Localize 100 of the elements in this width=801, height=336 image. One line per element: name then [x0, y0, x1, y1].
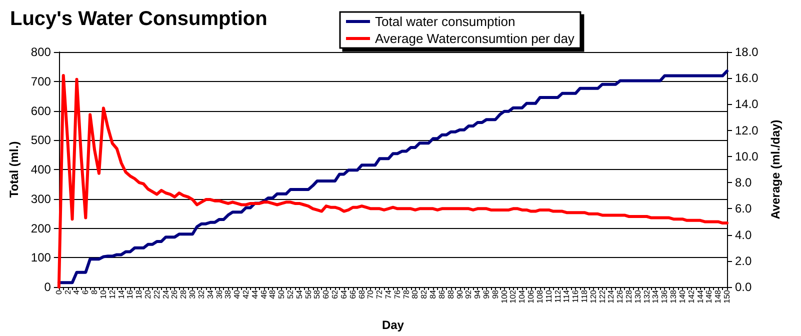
x-tick-label: 54: [294, 289, 304, 299]
y2-tick-label: 18.0: [735, 45, 759, 59]
x-tick-label: 148: [714, 289, 723, 304]
x-tick-label: 100: [500, 289, 509, 304]
y2-tick-label: 0.0: [735, 280, 752, 294]
x-tick-label: 72: [375, 289, 384, 299]
y2-axis-title: Average (ml./day): [768, 120, 782, 220]
x-tick-label: 94: [473, 289, 482, 299]
y2-tick-label: 16.0: [735, 71, 759, 86]
x-tick-label: 0: [54, 289, 64, 294]
y2-tick-label: 10.0: [735, 149, 759, 164]
y2-tick-label: 14.0: [735, 97, 759, 112]
y-tick-label: 100: [30, 250, 52, 265]
x-tick-label: 70: [366, 289, 376, 299]
x-tick-label: 110: [544, 289, 554, 303]
y-tick-label: 500: [30, 133, 52, 148]
x-tick-label: 22: [152, 289, 162, 299]
x-tick-label: 46: [259, 289, 268, 299]
x-tick-label: 60: [322, 289, 331, 299]
x-tick-label: 6: [81, 289, 90, 294]
y2-tick-label: 12.0: [735, 123, 759, 138]
x-tick-label: 90: [455, 289, 464, 299]
x-tick-label: 8: [90, 289, 100, 294]
x-tick-label: 84: [428, 289, 438, 299]
x-tick-label: 48: [268, 289, 278, 299]
chart-title: Lucy's Water Consumption: [10, 8, 268, 30]
x-tick-label: 62: [330, 289, 340, 299]
x-tick-label: 140: [678, 289, 687, 304]
x-tick-label: 92: [464, 289, 474, 299]
x-tick-label: 104: [518, 289, 527, 304]
x-tick-label: 142: [686, 289, 696, 304]
x-tick-label: 28: [179, 289, 188, 299]
x-tick-label: 44: [250, 289, 260, 299]
x-tick-label: 58: [312, 289, 322, 299]
y-tick-label: 200: [30, 221, 52, 236]
x-tick-label: 66: [348, 289, 358, 299]
x-tick-label: 80: [410, 289, 420, 299]
x-tick-label: 32: [196, 289, 206, 299]
x-tick-label: 20: [144, 289, 152, 299]
x-tick-label: 12: [108, 289, 117, 299]
x-tick-label: 82: [420, 289, 429, 299]
x-tick-label: 78: [402, 289, 411, 299]
x-tick-label: 126: [616, 289, 625, 304]
x-tick-label: 136: [660, 289, 670, 304]
x-tick-label: 124: [606, 289, 616, 304]
y2-tick-label: 6.0: [735, 202, 752, 216]
x-tick-label: 18: [134, 289, 144, 299]
x-tick-label: 4: [72, 289, 82, 294]
x-tick-label: 98: [490, 289, 500, 299]
x-tick-label: 118: [580, 289, 589, 303]
y-tick-label: 700: [30, 74, 52, 88]
x-tick-label: 144: [696, 289, 705, 304]
y-axis-title: Total (ml.): [7, 141, 21, 198]
x-tick-label: 34: [206, 289, 215, 299]
x-tick-label: 108: [535, 289, 544, 304]
x-tick-label: 42: [241, 289, 250, 299]
x-tick-label: 10: [98, 289, 108, 299]
x-tick-label: 24: [161, 289, 170, 299]
y2-tick-label: 2.0: [735, 254, 752, 268]
x-tick-label: 130: [633, 289, 642, 304]
y2-tick-label: 8.0: [735, 176, 752, 190]
x-tick-label: 76: [392, 289, 402, 299]
x-tick-label: 38: [224, 289, 233, 299]
x-tick-label: 56: [304, 289, 313, 299]
x-tick-label: 88: [446, 289, 456, 299]
x-tick-label: 122: [598, 289, 607, 304]
x-tick-label: 146: [704, 289, 714, 304]
x-tick-label: 36: [214, 289, 224, 299]
x-tick-label: 138: [669, 289, 678, 304]
y-tick-label: 300: [30, 192, 52, 206]
legend-label: Average Waterconsumtion per day: [375, 31, 575, 46]
x-tick-label: 26: [170, 289, 180, 299]
x-tick-label: 120: [588, 289, 598, 304]
x-tick-label: 112: [553, 289, 562, 303]
y2-tick-label: 4.0: [735, 228, 752, 242]
x-tick-label: 128: [624, 289, 634, 304]
y-tick-label: 400: [30, 162, 52, 176]
x-tick-label: 16: [126, 289, 135, 299]
x-tick-label: 40: [232, 289, 242, 299]
x-tick-label: 86: [437, 289, 446, 299]
y-tick-label: 600: [30, 104, 52, 118]
y-tick-label: 800: [30, 45, 52, 59]
x-tick-label: 134: [651, 289, 660, 304]
x-tick-label: 50: [277, 289, 286, 299]
x-tick-label: 14: [116, 289, 126, 299]
x-axis-title: Day: [382, 318, 404, 332]
x-tick-label: 96: [482, 289, 491, 299]
legend-label: Total water consumption: [375, 14, 516, 29]
x-tick-label: 2: [63, 289, 72, 294]
x-tick-label: 102: [508, 289, 518, 304]
x-tick-label: 64: [339, 289, 348, 299]
x-tick-label: 68: [357, 289, 366, 299]
x-tick-label: 106: [526, 289, 536, 304]
x-tick-label: 116: [571, 289, 580, 303]
x-tick-label: 52: [286, 289, 296, 299]
x-tick-label: 114: [562, 289, 572, 303]
x-tick-label: 132: [642, 289, 652, 304]
x-tick-label: 30: [188, 289, 198, 299]
x-tick-label: 74: [384, 289, 394, 299]
x-tick-label: 150: [722, 289, 732, 304]
